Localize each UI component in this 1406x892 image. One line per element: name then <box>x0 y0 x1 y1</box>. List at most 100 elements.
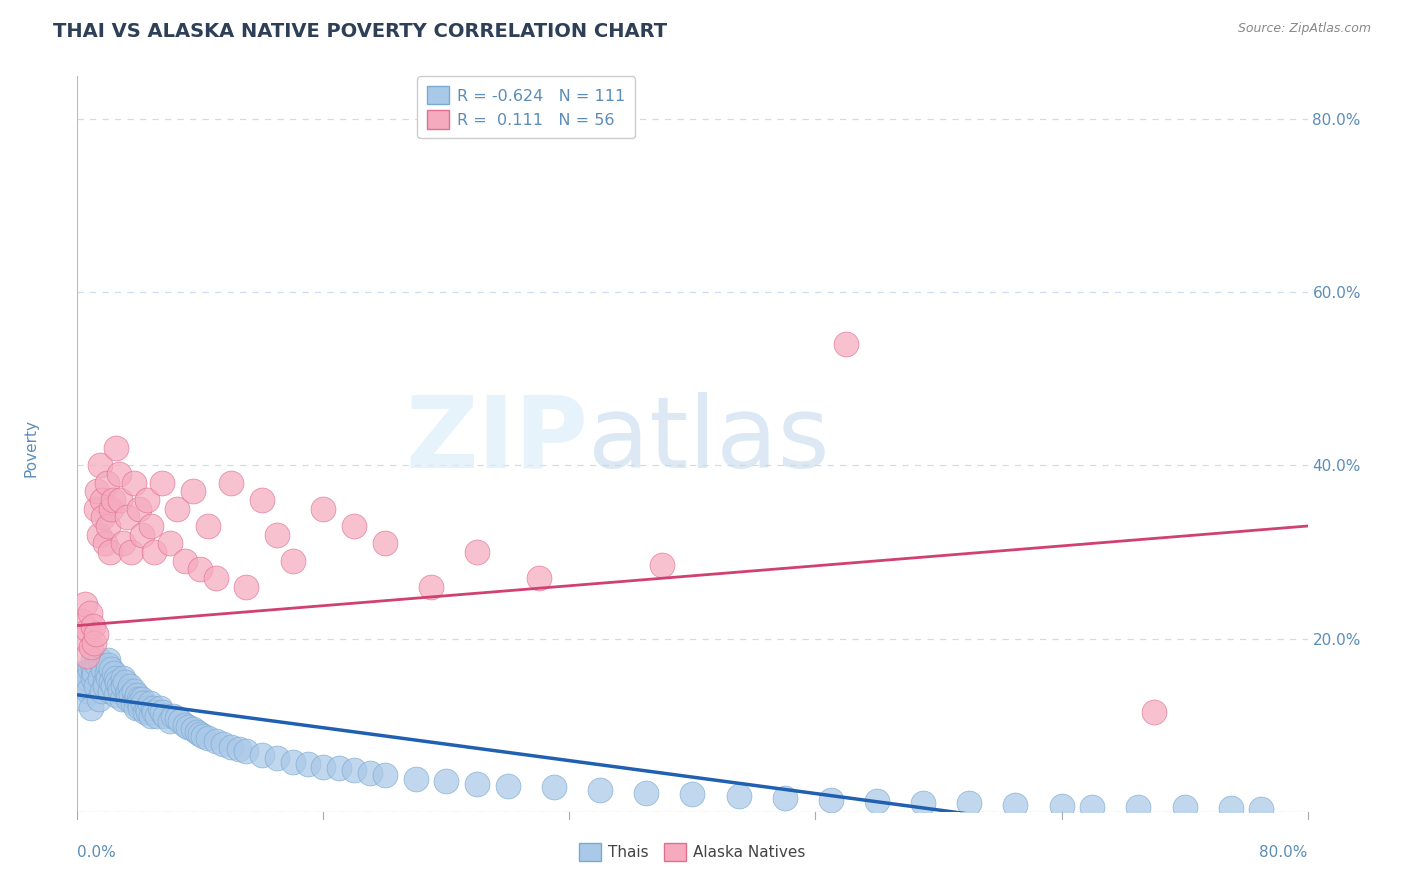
Point <box>727 789 749 804</box>
Point <box>1004 797 1026 812</box>
Point <box>117 683 139 698</box>
Point <box>131 527 153 541</box>
Point <box>77 683 100 698</box>
Point <box>636 786 658 800</box>
Point <box>162 709 184 723</box>
Point <box>117 692 139 706</box>
Point <box>527 571 550 585</box>
Point <box>204 733 226 747</box>
Point <box>134 705 156 719</box>
Point <box>174 718 197 732</box>
Point <box>146 709 169 723</box>
Point <box>89 458 111 473</box>
Point <box>835 337 858 351</box>
Point <box>188 562 212 576</box>
Point <box>150 475 173 490</box>
Point <box>181 484 204 499</box>
Point <box>112 671 135 685</box>
Point <box>104 441 127 455</box>
Point <box>1250 802 1272 816</box>
Point <box>83 666 105 681</box>
Point <box>76 648 98 663</box>
Point <box>219 739 242 754</box>
Point <box>228 742 250 756</box>
Point <box>820 792 842 806</box>
Point <box>150 705 173 719</box>
Point <box>266 527 288 541</box>
Point <box>281 755 304 769</box>
Point <box>104 671 127 685</box>
Point <box>682 788 704 802</box>
Point <box>108 679 131 693</box>
Point <box>80 701 103 715</box>
Text: 0.0%: 0.0% <box>77 845 117 860</box>
Point <box>79 606 101 620</box>
Point <box>420 580 443 594</box>
Point <box>128 697 150 711</box>
Point <box>159 536 181 550</box>
Point <box>1128 800 1150 814</box>
Point <box>82 653 104 667</box>
Point <box>543 780 565 795</box>
Point <box>120 545 142 559</box>
Text: Source: ZipAtlas.com: Source: ZipAtlas.com <box>1237 22 1371 36</box>
Point <box>188 727 212 741</box>
Point <box>212 737 235 751</box>
Point <box>122 475 145 490</box>
Point <box>651 558 673 572</box>
Point <box>135 701 157 715</box>
Point <box>72 632 94 646</box>
Point <box>1081 799 1104 814</box>
Point <box>125 692 148 706</box>
Point <box>93 510 115 524</box>
Point <box>89 653 111 667</box>
Point <box>159 714 181 728</box>
Point <box>131 692 153 706</box>
Point <box>219 475 242 490</box>
Point <box>177 720 200 734</box>
Point <box>100 662 122 676</box>
Point <box>181 723 204 737</box>
Point <box>125 701 148 715</box>
Point <box>132 697 155 711</box>
Point <box>84 501 107 516</box>
Point <box>100 674 122 689</box>
Point <box>235 744 257 758</box>
Point <box>80 640 103 655</box>
Point <box>69 674 91 689</box>
Point <box>70 666 93 681</box>
Point <box>142 701 165 715</box>
Point <box>186 725 208 739</box>
Point <box>866 794 889 808</box>
Text: atlas: atlas <box>588 392 830 489</box>
Point <box>169 714 191 728</box>
Point <box>122 683 145 698</box>
Point <box>112 536 135 550</box>
Point <box>343 519 366 533</box>
Point <box>87 527 110 541</box>
Point <box>90 493 114 508</box>
Point <box>108 467 131 481</box>
Point <box>143 545 166 559</box>
Point <box>1174 800 1197 814</box>
Point <box>1050 798 1073 813</box>
Point <box>94 679 117 693</box>
Point <box>73 597 96 611</box>
Point <box>281 554 304 568</box>
Point <box>72 692 94 706</box>
Text: ZIP: ZIP <box>405 392 588 489</box>
Point <box>193 729 215 743</box>
Point <box>957 796 980 810</box>
Point <box>359 765 381 780</box>
Point <box>105 674 128 689</box>
Point <box>97 653 120 667</box>
Point <box>266 751 288 765</box>
Text: 80.0%: 80.0% <box>1260 845 1308 860</box>
Point <box>100 501 122 516</box>
Point <box>96 475 118 490</box>
Point <box>97 519 120 533</box>
Point <box>76 671 98 685</box>
Point <box>112 679 135 693</box>
Point <box>153 709 176 723</box>
Point <box>149 701 172 715</box>
